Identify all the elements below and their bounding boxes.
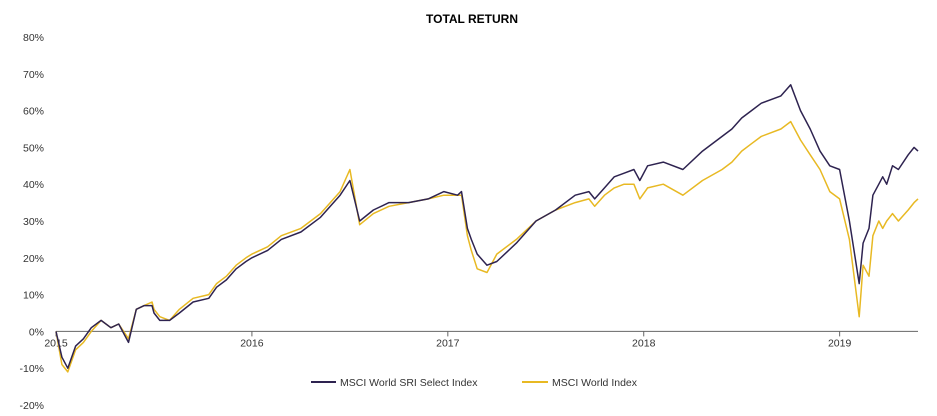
y-tick-label: -10%	[19, 363, 44, 375]
series-line-msci-world-sri-select-index	[55, 84, 919, 369]
y-tick-label: 20%	[23, 253, 44, 265]
y-tick-label: 0%	[29, 326, 44, 338]
x-tick-label: 2017	[436, 337, 460, 349]
legend-item-world-index-label: MSCI World Index	[552, 377, 638, 389]
x-tick-label: 2019	[828, 337, 852, 349]
x-tick-label: 2015	[44, 337, 68, 349]
y-tick-label: 40%	[23, 179, 44, 191]
y-tick-label: 10%	[23, 290, 44, 302]
x-tick-label: 2018	[632, 337, 656, 349]
legend: MSCI World SRI Select Index MSCI World In…	[311, 377, 638, 389]
series-line-msci-world-index	[55, 120, 919, 373]
y-axis: -20% -10% 0% 10% 20% 30% 40% 50% 60% 70% 80%	[19, 32, 44, 412]
y-tick-label: 30%	[23, 216, 44, 228]
series-lines	[55, 84, 919, 373]
y-tick-label: 50%	[23, 142, 44, 154]
x-tick-label: 2016	[240, 337, 264, 349]
chart-title: TOTAL RETURN	[426, 12, 518, 26]
y-tick-label: -20%	[19, 400, 44, 411]
y-tick-label: 70%	[23, 69, 44, 81]
y-tick-label: 60%	[23, 106, 44, 118]
x-axis: 2015 2016 2017 2018 2019	[44, 330, 918, 349]
y-tick-label: 80%	[23, 32, 44, 44]
legend-item-sri-select-label: MSCI World SRI Select Index	[340, 377, 478, 389]
